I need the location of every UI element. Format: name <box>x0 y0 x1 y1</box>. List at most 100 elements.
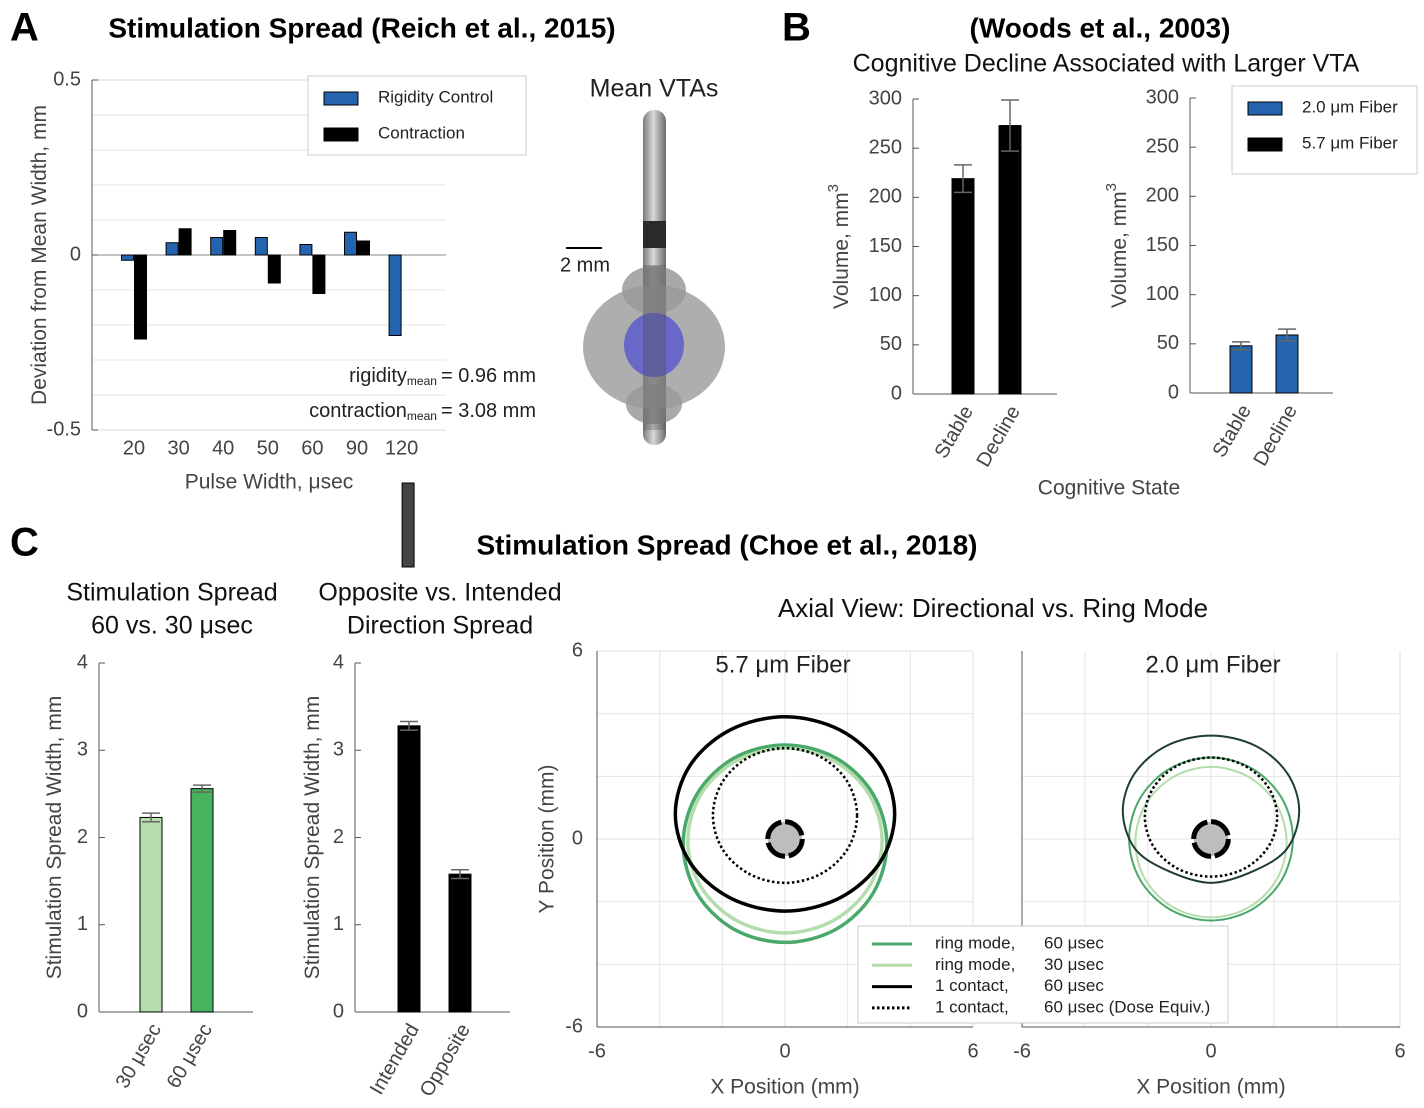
annotation: contractionmean = 3.08 mm <box>309 400 536 423</box>
legend-label: Contraction <box>378 123 465 142</box>
bar <box>139 816 163 1013</box>
vta-title: Mean VTAs <box>590 75 719 103</box>
electrode <box>765 819 805 859</box>
y-tick-label: 2 <box>333 826 344 848</box>
legend <box>857 925 1229 1024</box>
bar <box>357 240 370 256</box>
y-tick-label: 100 <box>1146 283 1179 305</box>
y-tick-label: 0 <box>333 1000 344 1022</box>
contour-line <box>1121 734 1301 884</box>
y-axis-label: Y Position (mm) <box>536 765 559 914</box>
legend-swatch <box>323 127 359 142</box>
y-tick-label: 0 <box>77 1000 88 1022</box>
legend-label: 2.0 μm Fiber <box>1302 97 1398 116</box>
y-tick-label: 200 <box>869 186 902 208</box>
panel-subtitle: Axial View: Directional vs. Ring Mode <box>778 593 1208 623</box>
bar <box>312 254 326 294</box>
y-axis-label-text: Deviation from Mean Width, mm <box>28 105 51 405</box>
bar <box>165 242 179 256</box>
x-tick-label: 20 <box>123 437 145 459</box>
contour-line <box>673 715 897 913</box>
y-tick-label: 1 <box>77 913 88 935</box>
y-tick-label: 4 <box>77 651 88 673</box>
panel-title: Stimulation Spread (Choe et al., 2018) <box>476 529 977 560</box>
y-axis-label-text: Volume, mm <box>1108 191 1131 308</box>
panel-letter: A <box>10 6 39 50</box>
legend-label: ring mode, <box>935 933 1015 952</box>
legend-detail: 60 μsec <box>1044 933 1104 952</box>
y-axis-label-sup: 3 <box>1103 183 1120 191</box>
chart-title: 2.0 μm Fiber <box>1145 651 1280 678</box>
x-tick-label: 6 <box>1394 1040 1405 1062</box>
bar <box>448 873 472 1013</box>
annotation: rigiditymean = 0.96 mm <box>349 365 536 388</box>
y-tick-label: 0.5 <box>53 68 81 90</box>
legend-label: ring mode, <box>935 955 1015 974</box>
x-axis-label: Pulse Width, μsec <box>185 471 354 494</box>
legend-detail: 60 μsec <box>1044 976 1104 995</box>
x-tick-label: 0 <box>779 1040 790 1062</box>
bar <box>397 725 421 1013</box>
contour-line <box>711 746 859 885</box>
chart-title: Stimulation Spread <box>66 579 277 607</box>
annotation-subscript: mean <box>407 409 437 423</box>
x-tick-label: Decline <box>972 402 1024 471</box>
x-tick-label: Intended <box>366 1020 424 1098</box>
scale-label: 2 mm <box>560 254 610 276</box>
y-tick-label: 200 <box>1146 185 1179 207</box>
contour-line <box>1143 756 1279 878</box>
y-tick-label: 300 <box>1146 86 1179 108</box>
y-axis-label: Stimulation Spread Width, mm <box>301 696 324 980</box>
y-tick-label: 50 <box>880 333 902 355</box>
contour-line <box>686 746 884 935</box>
bar <box>121 254 134 261</box>
x-tick-label: 30 <box>167 437 189 459</box>
y-axis-label: Deviation from Mean Width, mm <box>28 105 51 405</box>
bar <box>1275 334 1299 394</box>
y-tick-label: 50 <box>1157 332 1179 354</box>
y-tick-label: 250 <box>1146 135 1179 157</box>
y-tick-label: -6 <box>565 1015 583 1037</box>
x-tick-label: 6 <box>967 1040 978 1062</box>
bar <box>299 244 313 256</box>
bar <box>951 178 975 395</box>
chart-title: 5.7 μm Fiber <box>715 651 850 678</box>
bar <box>178 228 192 256</box>
x-tick-label: -6 <box>1013 1040 1031 1062</box>
x-axis-label: X Position (mm) <box>710 1076 859 1099</box>
annotation-text: = 3.08 mm <box>441 400 536 422</box>
legend-label: Rigidity Control <box>378 87 493 106</box>
y-tick-label: 250 <box>869 136 902 158</box>
bar <box>267 254 281 284</box>
y-axis-label-sup: 3 <box>825 184 842 192</box>
x-tick-label: Stable <box>1208 401 1255 461</box>
y-tick-label: 1 <box>333 913 344 935</box>
y-tick-label: 0 <box>70 243 81 265</box>
x-tick-label: -6 <box>588 1040 606 1062</box>
y-tick-label: 4 <box>333 651 344 673</box>
panel-letter: B <box>782 6 811 50</box>
x-tick-label: 60 μsec <box>163 1020 217 1092</box>
y-tick-label: 6 <box>572 639 583 661</box>
bar <box>1229 345 1253 394</box>
bar <box>254 237 268 256</box>
chart-title: Direction Spread <box>347 612 533 640</box>
x-tick-label: 60 <box>301 437 323 459</box>
bar <box>998 125 1022 395</box>
legend <box>307 75 527 156</box>
panel-title: Stimulation Spread (Reich et al., 2015) <box>108 12 615 43</box>
legend-detail: 60 μsec (Dose Equiv.) <box>1044 997 1210 1016</box>
panel-subtitle: Cognitive Decline Associated with Larger… <box>853 50 1360 78</box>
electrode-contact <box>643 221 666 248</box>
panel-title: (Woods et al., 2003) <box>970 12 1231 43</box>
annotation-label: rigidity <box>349 365 407 387</box>
legend <box>1231 85 1418 175</box>
y-tick-label: 150 <box>869 235 902 257</box>
x-tick-label: 90 <box>346 437 368 459</box>
chart-title: 60 vs. 30 μsec <box>91 612 253 640</box>
bar <box>344 231 357 256</box>
y-tick-label: -0.5 <box>47 418 81 440</box>
legend-swatch <box>323 91 359 106</box>
x-tick-label: 50 <box>257 437 279 459</box>
